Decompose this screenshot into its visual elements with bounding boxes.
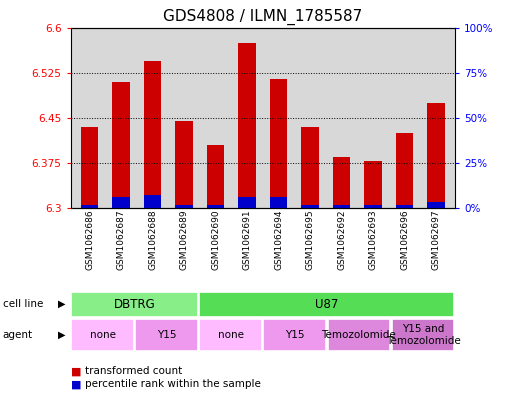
Bar [333, 205, 350, 208]
Bar [427, 103, 445, 208]
Text: ▶: ▶ [58, 330, 65, 340]
Bar [71, 292, 198, 317]
Text: transformed count: transformed count [85, 366, 183, 376]
Bar [396, 133, 413, 208]
Bar [238, 197, 256, 208]
Text: Y15: Y15 [285, 330, 304, 340]
Bar [270, 197, 287, 208]
Text: agent: agent [3, 330, 33, 340]
Bar [144, 195, 161, 208]
Bar [144, 61, 161, 208]
Bar [270, 79, 287, 208]
Bar [81, 127, 98, 208]
Text: ■: ■ [71, 379, 81, 389]
Title: GDS4808 / ILMN_1785587: GDS4808 / ILMN_1785587 [163, 9, 362, 25]
Bar [427, 202, 445, 208]
Bar [81, 205, 98, 208]
Bar [365, 205, 382, 208]
Bar [264, 320, 326, 351]
Text: percentile rank within the sample: percentile rank within the sample [85, 379, 261, 389]
Bar [333, 157, 350, 208]
Text: none: none [218, 330, 244, 340]
Bar [175, 205, 192, 208]
Text: Y15 and
Temozolomide: Y15 and Temozolomide [385, 324, 460, 346]
Bar [199, 292, 454, 317]
Text: U87: U87 [315, 298, 338, 311]
Bar [71, 320, 134, 351]
Text: none: none [89, 330, 116, 340]
Bar [199, 320, 262, 351]
Bar [392, 320, 454, 351]
Bar [112, 197, 130, 208]
Text: DBTRG: DBTRG [114, 298, 155, 311]
Bar [327, 320, 390, 351]
Bar [301, 205, 319, 208]
Bar [135, 320, 198, 351]
Bar [207, 145, 224, 208]
Text: cell line: cell line [3, 299, 43, 309]
Bar [301, 127, 319, 208]
Bar [207, 205, 224, 208]
Text: Temozolomide: Temozolomide [322, 330, 396, 340]
Bar [365, 161, 382, 208]
Text: ▶: ▶ [58, 299, 65, 309]
Bar [396, 205, 413, 208]
Text: ■: ■ [71, 366, 81, 376]
Bar [238, 42, 256, 208]
Bar [112, 82, 130, 208]
Text: Y15: Y15 [157, 330, 176, 340]
Bar [175, 121, 192, 208]
